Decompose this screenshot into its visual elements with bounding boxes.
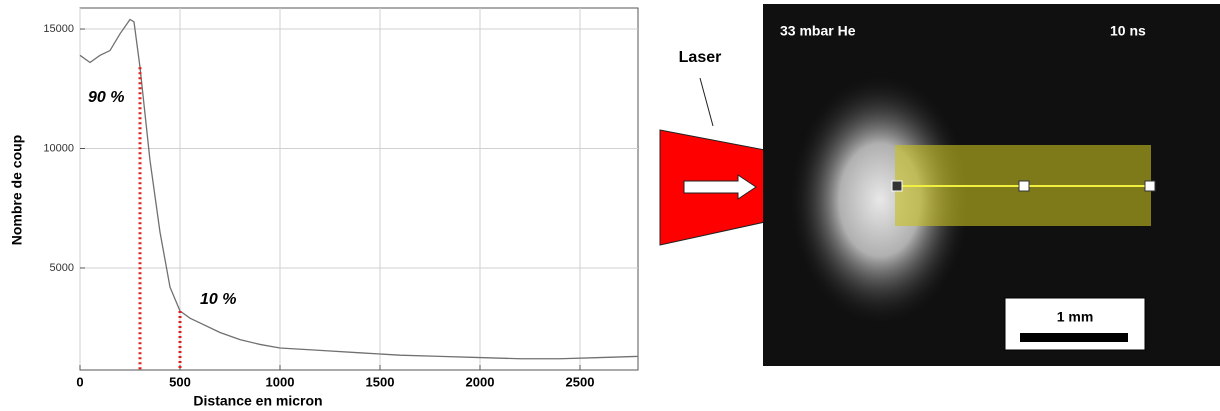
pressure-label: 33 mbar He <box>780 23 856 39</box>
data-line <box>79 18 639 360</box>
handle <box>1018 180 1030 192</box>
x-tick-label: 2500 <box>566 374 595 389</box>
x-axis-label: Distance en micron <box>193 393 322 409</box>
x-tick-label: 2000 <box>466 374 495 389</box>
plasma-plume <box>790 75 970 325</box>
x-tick-label: 1000 <box>266 374 295 389</box>
handle <box>1144 180 1156 192</box>
x-tick-label: 0 <box>76 374 83 389</box>
handle <box>891 180 903 192</box>
scale-label: 1 mm <box>1057 309 1094 325</box>
scale-bar <box>1020 333 1128 342</box>
x-tick-label: 500 <box>169 374 191 389</box>
y-tick-label: 5000 <box>50 262 74 274</box>
laser-pointer <box>699 77 714 127</box>
threshold-label: 90 % <box>88 89 124 106</box>
y-tick-label: 15000 <box>43 23 74 35</box>
y-axis-label: Nombre de coup <box>9 135 25 245</box>
x-tick-label: 1500 <box>366 374 395 389</box>
threshold-label: 10 % <box>200 291 236 308</box>
laser-label: Laser <box>679 49 722 66</box>
plot-area <box>79 7 639 371</box>
laser-arrow <box>683 174 757 200</box>
y-tick-label: 10000 <box>43 142 74 154</box>
time-label: 10 ns <box>1110 23 1146 39</box>
